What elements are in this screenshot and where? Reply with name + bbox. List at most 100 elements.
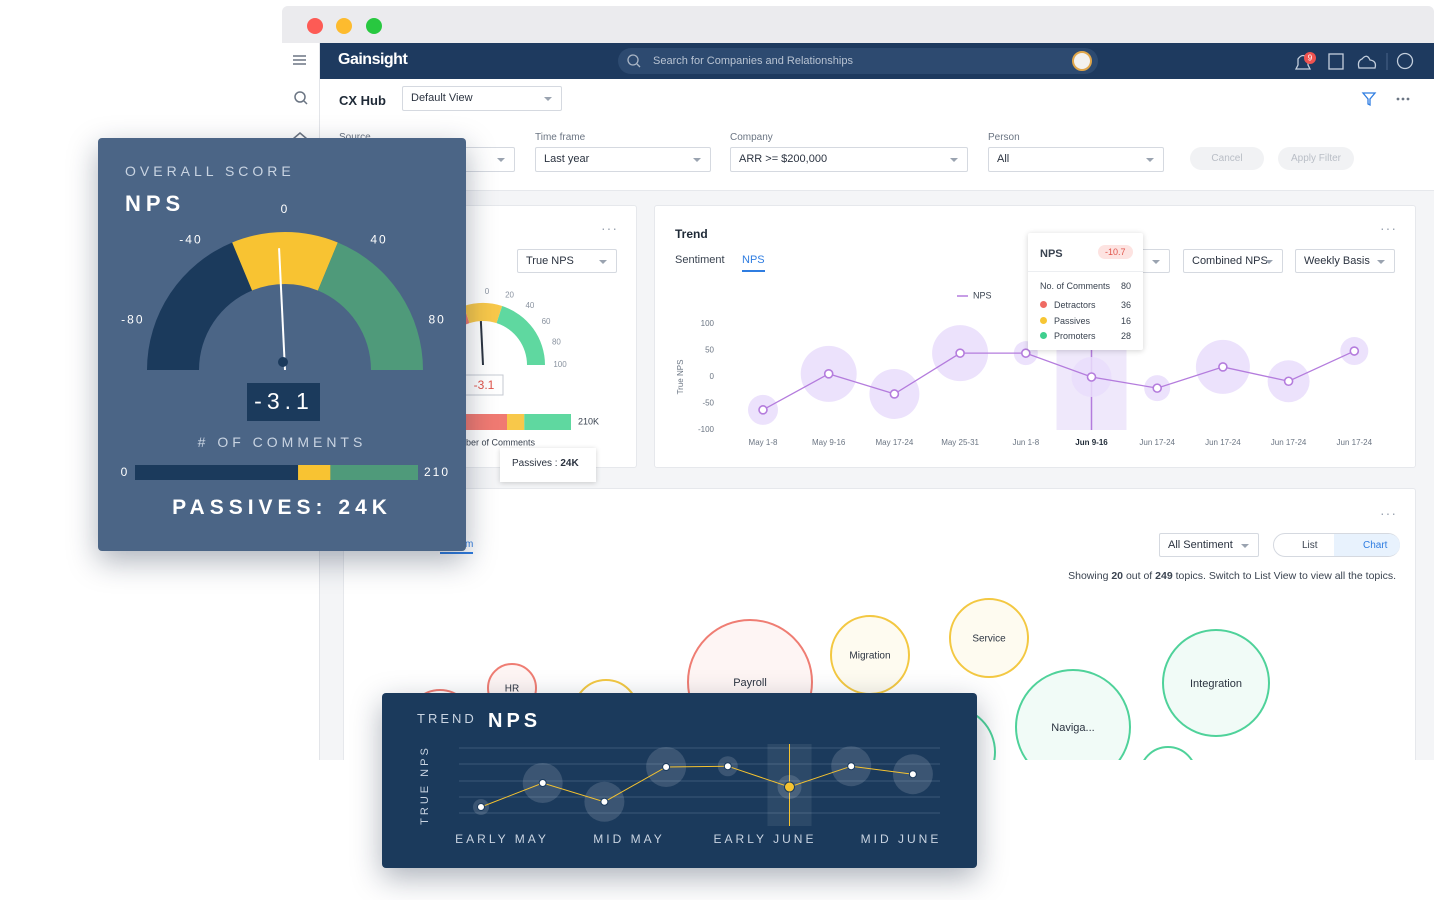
sidebar-icons <box>292 55 308 140</box>
filter-select[interactable]: Last year <box>535 147 711 172</box>
filter-select[interactable]: All <box>988 147 1164 172</box>
tooltip-title: NPS <box>1040 248 1063 260</box>
tooltip-label: Passives : <box>512 458 558 469</box>
tooltip-row-label: Promoters <box>1054 331 1096 341</box>
cloud-icon[interactable] <box>1357 55 1377 69</box>
summary-count: 249 <box>1155 570 1173 582</box>
filter-select[interactable]: ARR >= $200,000 <box>730 147 968 172</box>
topics-summary: Showing 20 out of 249 topics. Switch to … <box>1068 570 1396 582</box>
cancel-button[interactable]: Cancel <box>1190 147 1264 170</box>
title-bar <box>282 6 1434 43</box>
bar-max-label: 210 <box>424 465 450 479</box>
gauge-tick-label: -40 <box>179 233 202 247</box>
series-point <box>662 763 671 771</box>
filter-icon[interactable] <box>1361 92 1377 107</box>
summary-text: Showing <box>1068 570 1109 582</box>
avatar[interactable] <box>1072 51 1092 71</box>
filter-label: Person <box>988 132 1020 143</box>
gauge-tick-label: 40 <box>370 233 387 247</box>
trend-tooltip: NPS -10.7 No. of Comments 80 Detractors 3… <box>1028 233 1143 350</box>
gauge-tick-label: 0 <box>281 202 290 216</box>
zoom-button[interactable] <box>366 18 382 34</box>
notification-badge <box>1304 52 1316 64</box>
view-toggle: List Chart <box>1273 533 1400 557</box>
x-tick-label: MID JUNE <box>861 832 942 846</box>
tooltip-total: 80 <box>1120 281 1131 291</box>
comments-label: # OF COMMENTS <box>197 434 367 450</box>
trend-title: Trend <box>675 227 708 241</box>
comments-segment <box>330 465 418 480</box>
header-actions <box>1361 92 1410 107</box>
gauge-tick-label: 80 <box>428 313 445 327</box>
trend-select[interactable]: Combined NPS <box>1183 249 1283 273</box>
home-icon[interactable] <box>292 132 308 140</box>
tooltip-row-label: Passives <box>1054 315 1091 326</box>
search-icon[interactable] <box>294 91 308 105</box>
tooltip-row-value: 16 <box>1120 315 1131 326</box>
series-point <box>600 797 609 806</box>
score-select[interactable]: True NPS <box>517 249 617 273</box>
series-point <box>723 762 732 771</box>
tooltip-row-label: Detractors <box>1054 300 1096 310</box>
more-icon[interactable]: ··· <box>601 220 618 236</box>
x-tick-label: EARLY JUNE <box>714 832 817 846</box>
trend-overlay: TREND NPS TRUE NPS EARLY MAY MID MAY EARLY … <box>382 693 977 868</box>
tooltip-dot <box>1040 332 1047 339</box>
tooltip-dot <box>1040 316 1047 324</box>
score-box <box>247 383 320 421</box>
more-icon[interactable] <box>1396 97 1410 101</box>
score-value: -3.1 <box>254 388 314 414</box>
passives-text: PASSIVES: 24K <box>172 496 392 519</box>
view-select[interactable]: Default View <box>402 86 562 111</box>
bar-tooltip: Passives : 24K <box>500 448 596 482</box>
close-button[interactable] <box>307 18 323 34</box>
menu-icon[interactable] <box>293 55 306 65</box>
series-point <box>847 762 856 771</box>
summary-count: 20 <box>1111 570 1124 582</box>
book-icon[interactable] <box>1328 53 1344 70</box>
bar-min-label: 0 <box>121 465 128 479</box>
tab-active[interactable]: NPS <box>742 254 765 272</box>
series-line <box>480 765 913 808</box>
more-icon[interactable]: ··· <box>1380 505 1397 521</box>
chart-option[interactable]: Chart <box>1363 540 1388 551</box>
series-point <box>784 781 795 793</box>
trend-kicker: TREND <box>417 711 477 726</box>
search-glyph <box>627 54 641 68</box>
comments-segment <box>135 465 299 480</box>
tab[interactable]: Sentiment <box>675 254 725 266</box>
filter-label: Source <box>339 132 371 143</box>
tooltip-row-value: 36 <box>1120 300 1131 310</box>
search-placeholder: Search for Companies and Relationships <box>653 55 853 67</box>
filter-label: Company <box>730 132 773 143</box>
tooltip-row-value: 28 <box>1120 331 1131 341</box>
gauge-kicker: OVERALL SCORE <box>125 163 295 179</box>
apply-button[interactable]: Apply Filter <box>1278 147 1354 170</box>
header: CX Hub Default View Source Time frame La… <box>320 79 1434 191</box>
tooltip-divider <box>1028 271 1143 272</box>
tooltip-value: 24K <box>560 458 579 469</box>
trend-select[interactable]: Weekly Basis <box>1295 249 1395 273</box>
gauge-tick-label: -80 <box>121 313 144 327</box>
chart-option-bg <box>1334 534 1400 556</box>
x-tick-label: MID MAY <box>593 832 664 846</box>
more-icon[interactable]: ··· <box>1380 220 1397 236</box>
filter-label: Time frame <box>535 132 586 143</box>
tooltip-header: No. of Comments <box>1040 281 1111 291</box>
summary-text: out of <box>1125 570 1153 582</box>
x-tick-label: EARLY MAY <box>455 832 549 846</box>
tooltip-dot <box>1040 301 1047 308</box>
page-title: CX Hub <box>339 93 386 108</box>
sentiment-select[interactable]: All Sentiment <box>1159 533 1259 557</box>
series-point <box>908 770 917 779</box>
series-point <box>538 779 547 787</box>
gauge-needle <box>278 248 286 371</box>
user-icon[interactable] <box>1396 52 1414 70</box>
needle-hub <box>278 357 288 367</box>
search-box[interactable]: Search for Companies and Relationships <box>618 48 1098 74</box>
list-option[interactable]: List <box>1302 540 1318 551</box>
minimize-button[interactable] <box>336 18 352 34</box>
nav-icons: 9 <box>1294 52 1414 70</box>
trend-card-chart: TRUE NPS EARLY MAY MID MAY EARLY JUNE MID JU… <box>419 744 942 846</box>
brand[interactable]: Gainsight <box>338 51 408 68</box>
